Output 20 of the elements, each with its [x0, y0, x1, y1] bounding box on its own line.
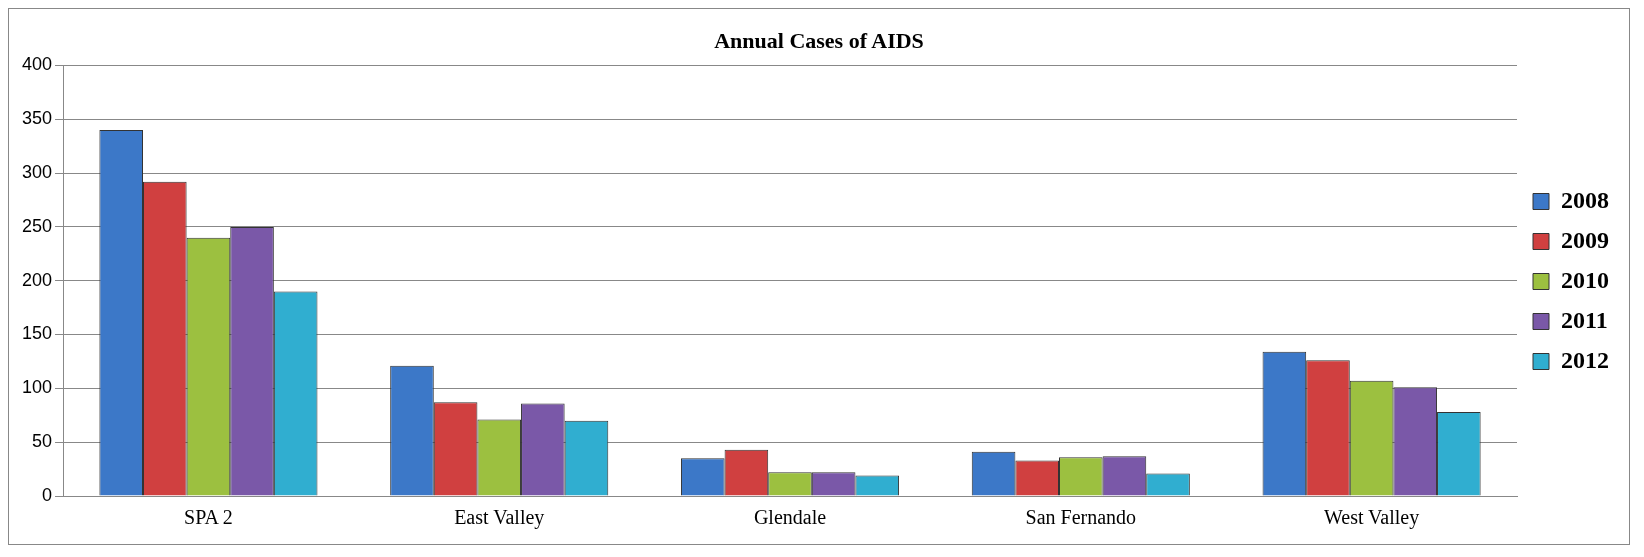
legend-label: 2008	[1561, 186, 1609, 213]
legend-label: 2012	[1561, 346, 1609, 373]
y-tick-label: 200	[21, 269, 53, 290]
y-tick-label: 50	[32, 431, 53, 452]
x-tick-label: Glendale	[753, 506, 827, 529]
legend-label: 2010	[1561, 266, 1609, 293]
x-tick-label: West Valley	[1323, 506, 1420, 530]
y-tick-label: 250	[21, 215, 53, 236]
y-tick-label: 400	[21, 54, 53, 75]
y-tick-label: 300	[21, 162, 53, 183]
y-tick-label: 100	[21, 377, 53, 398]
y-tick-label: 150	[21, 323, 53, 344]
x-tick-label: SPA 2	[184, 506, 233, 529]
x-tick-label: San Fernando	[1025, 506, 1137, 529]
y-tick-label: 0	[42, 484, 53, 505]
x-tick-label: East Valley	[454, 506, 545, 530]
legend-label: 2009	[1561, 226, 1609, 253]
chart-title: Annual Cases of AIDS	[714, 27, 924, 53]
y-tick-label: 350	[21, 108, 53, 129]
legend-label: 2011	[1561, 306, 1608, 333]
